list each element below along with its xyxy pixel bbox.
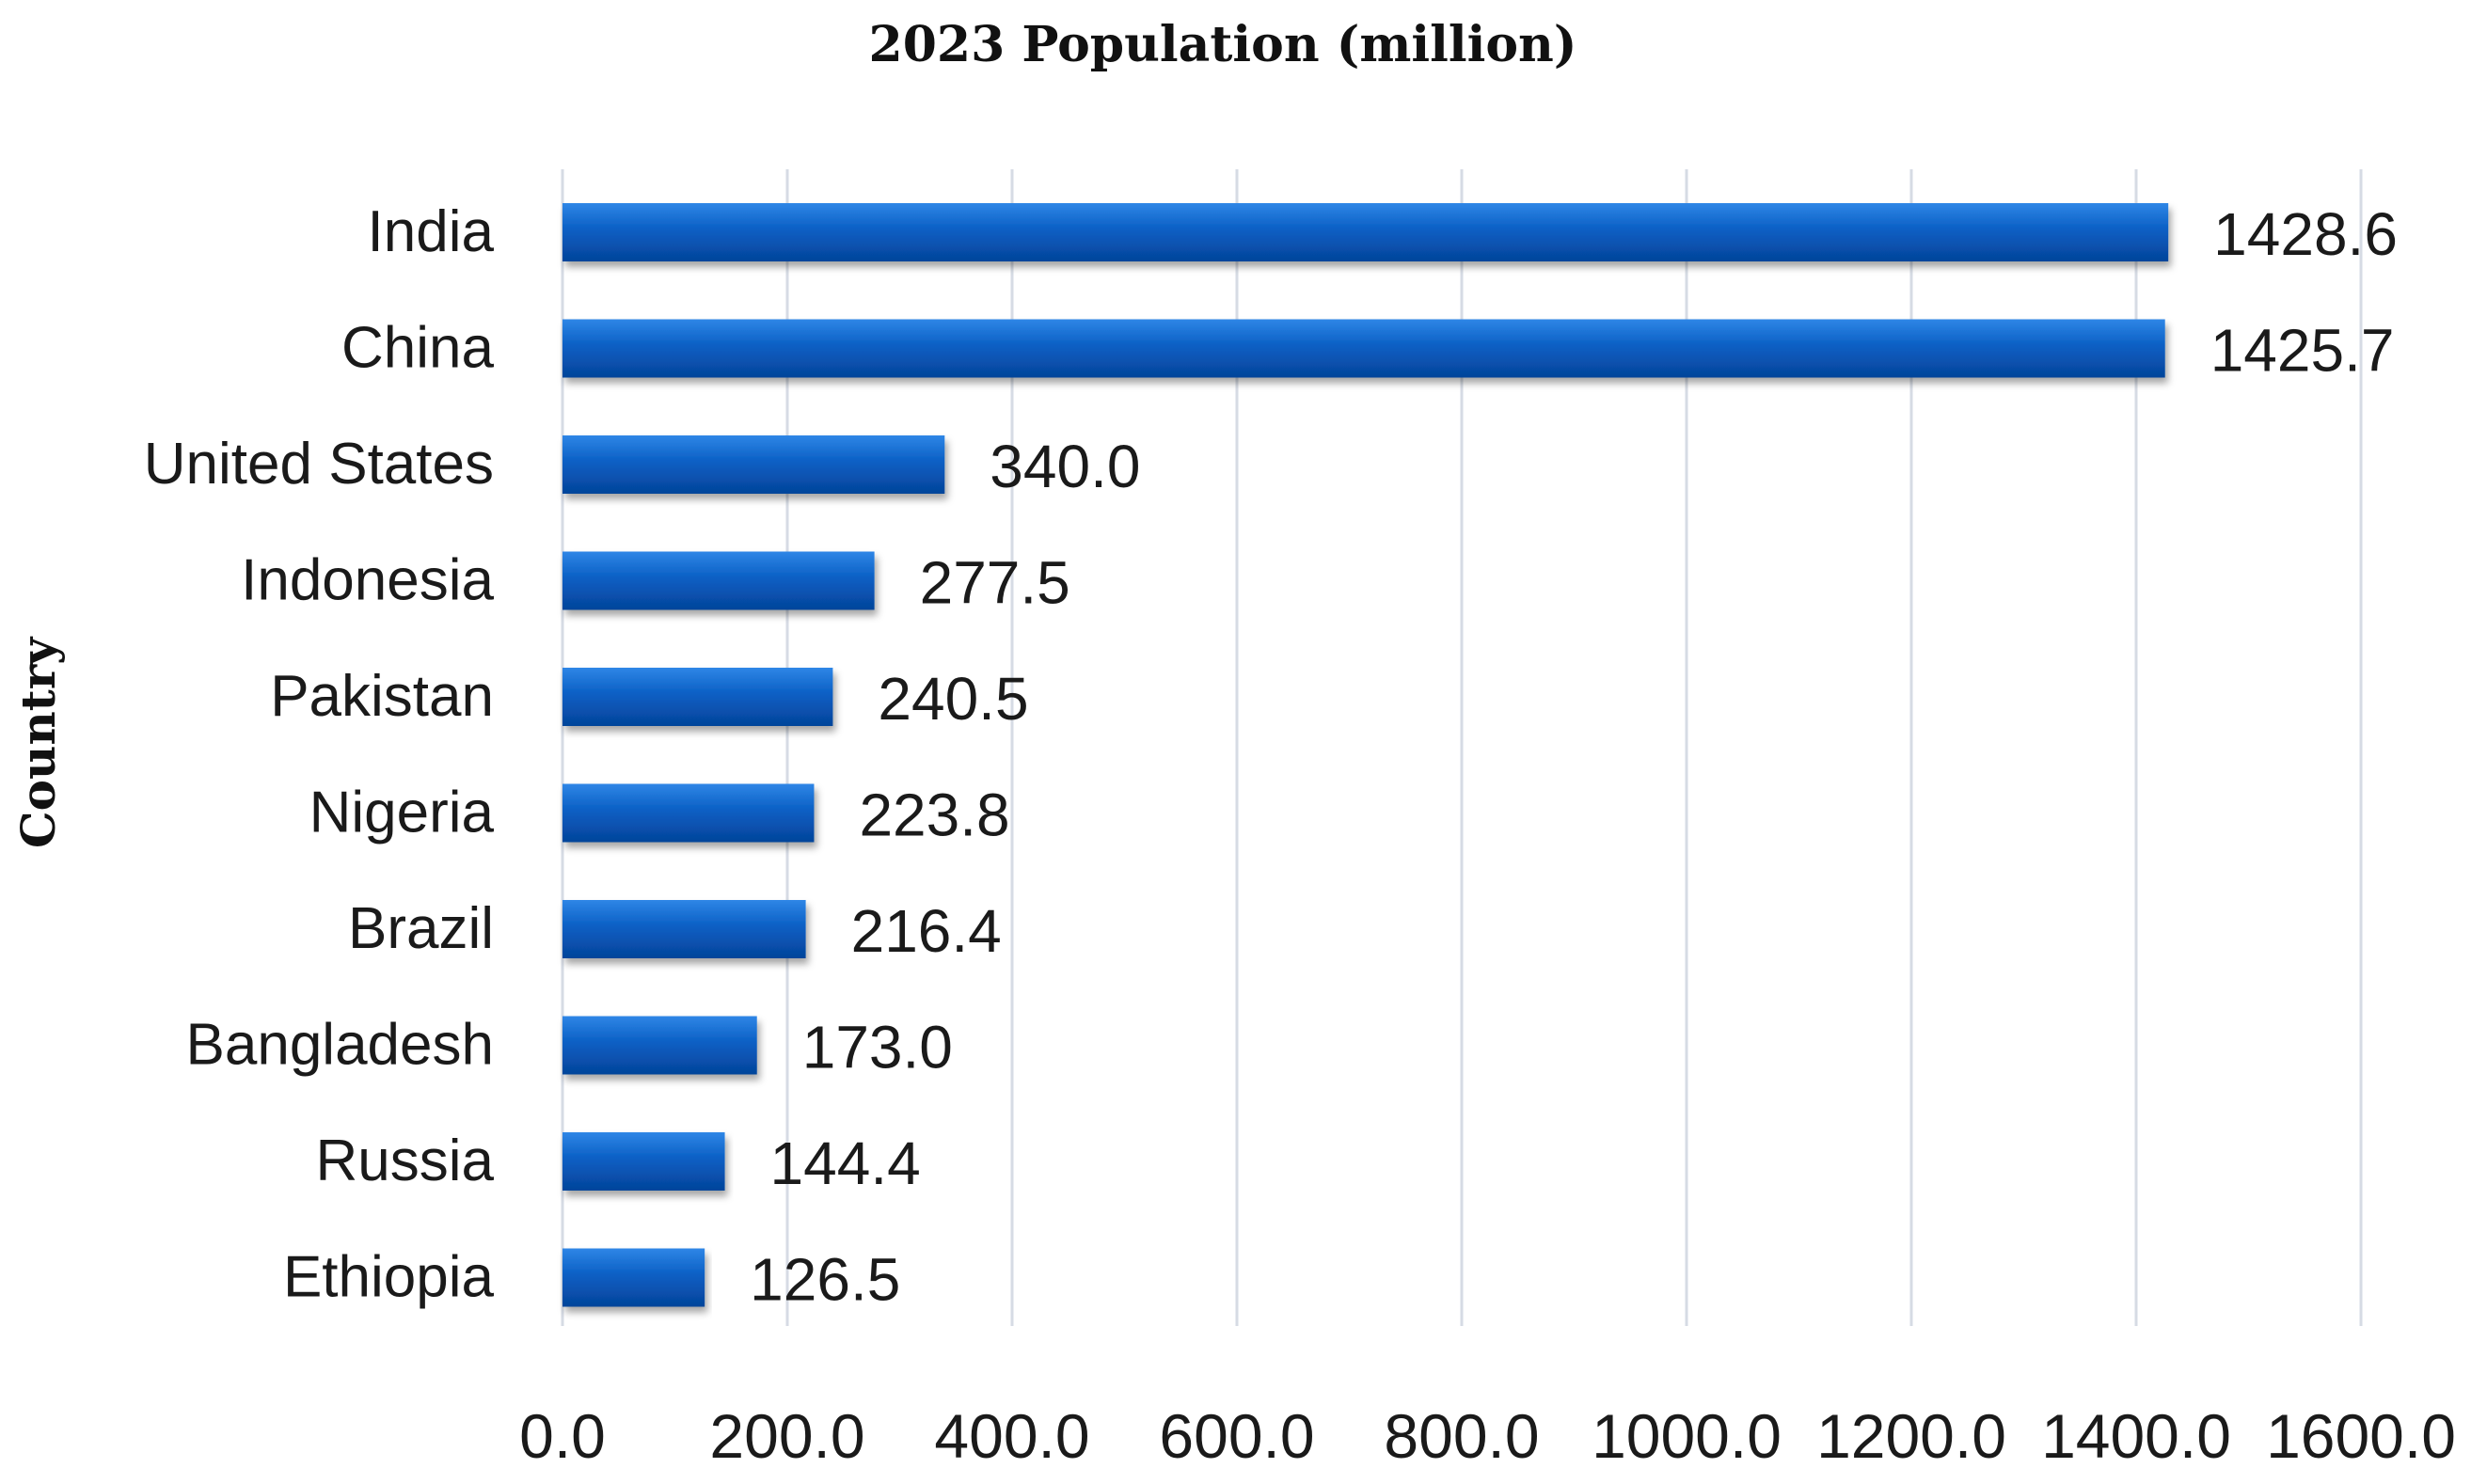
value-label: 1428.6 — [2213, 200, 2398, 268]
bars — [562, 203, 2169, 1307]
category-label: Bangladesh — [186, 1013, 495, 1078]
x-tick-label: 1200.0 — [1816, 1401, 2006, 1471]
category-label: India — [368, 199, 495, 264]
category-label: Pakistan — [270, 664, 494, 729]
bar — [562, 668, 833, 726]
x-tick-label: 1600.0 — [2266, 1401, 2456, 1471]
value-label: 277.5 — [920, 549, 1070, 617]
value-label: 240.5 — [878, 665, 1028, 733]
bar — [562, 551, 875, 610]
y-axis-label: Country — [10, 636, 66, 848]
category-label: United States — [144, 432, 494, 497]
x-axis-ticks: 0.0 200.0 400.0 600.0 800.0 1000.0 1200.0 1400.… — [519, 1401, 2456, 1471]
bar — [562, 900, 806, 958]
x-tick-label: 200.0 — [709, 1401, 864, 1471]
bar — [562, 1016, 757, 1075]
value-label: 173.0 — [802, 1014, 953, 1081]
value-label: 1425.7 — [2210, 317, 2395, 385]
value-label: 126.5 — [750, 1246, 900, 1314]
x-tick-label: 1400.0 — [2041, 1401, 2231, 1471]
bar — [562, 1132, 725, 1191]
bar — [562, 203, 2169, 261]
value-label: 340.0 — [990, 433, 1140, 500]
category-label: Brazil — [348, 896, 494, 961]
bar — [562, 1248, 705, 1307]
value-label: 144.4 — [770, 1129, 921, 1197]
bar — [562, 783, 815, 843]
x-tick-label: 600.0 — [1159, 1401, 1314, 1471]
value-labels: 1428.6 1425.7 340.0 277.5 240.5 223.8 216.4 173… — [750, 200, 2398, 1314]
x-tick-label: 0.0 — [519, 1401, 606, 1471]
bar — [562, 435, 945, 494]
x-tick-label: 1000.0 — [1592, 1401, 1782, 1471]
bar — [562, 319, 2165, 378]
category-labels: India China United States Indonesia Pakistan… — [144, 199, 495, 1310]
chart-title: 2023 Population (million) — [869, 16, 1577, 73]
x-tick-label: 400.0 — [934, 1401, 1089, 1471]
category-label: Ethiopia — [283, 1245, 495, 1310]
value-label: 216.4 — [851, 897, 1002, 965]
category-label: China — [341, 316, 495, 381]
value-label: 223.8 — [859, 781, 1009, 849]
category-label: Russia — [315, 1129, 494, 1193]
x-tick-label: 800.0 — [1384, 1401, 1539, 1471]
category-label: Indonesia — [241, 548, 494, 613]
category-label: Nigeria — [309, 781, 495, 845]
